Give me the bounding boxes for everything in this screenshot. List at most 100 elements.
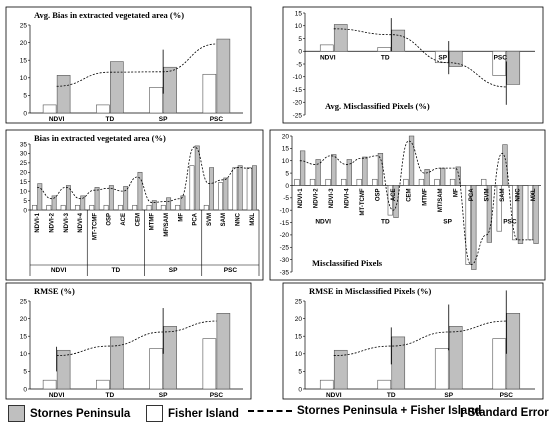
y-tick-label: 25 bbox=[20, 22, 28, 29]
category-label: MT-TCMF bbox=[360, 188, 366, 215]
category-label: NDVI bbox=[320, 54, 336, 61]
y-tick-label: 25 bbox=[20, 298, 28, 305]
chart-title: Bias in extracted vegetated area (%) bbox=[34, 133, 166, 143]
bar-stornes bbox=[51, 195, 57, 211]
chart-title: Misclassified Pixels bbox=[312, 258, 383, 268]
group-label: PSC bbox=[503, 218, 517, 225]
legend-label-error: Standard Error bbox=[467, 406, 549, 419]
y-tick-label: 5 bbox=[298, 36, 302, 43]
category-label: CEM bbox=[135, 213, 141, 226]
legend-item-fisher: Fisher Island bbox=[146, 405, 239, 422]
bar-stornes bbox=[180, 195, 186, 211]
bar-fisher bbox=[42, 104, 57, 114]
y-tick-label: 10 bbox=[282, 158, 290, 165]
chart-rmse-misclassified: RMSE in Misclassified Pixels (%) 0 5 10 15 20… bbox=[282, 282, 544, 400]
chart-title: RMSE in Misclassified Pixels (%) bbox=[309, 286, 431, 296]
category-label: TD bbox=[387, 392, 396, 399]
bar-stornes bbox=[315, 159, 321, 186]
chart-avg-bias: Avg. Bias in extracted vegetated area (%… bbox=[5, 6, 252, 124]
bar-stornes bbox=[216, 38, 231, 114]
bar-fisher bbox=[434, 348, 449, 390]
bar-fisher bbox=[434, 50, 449, 64]
bar-fisher bbox=[60, 204, 66, 211]
bar-fisher bbox=[449, 178, 456, 186]
bar-stornes bbox=[448, 50, 463, 67]
bar-stornes bbox=[448, 326, 463, 390]
bar-fisher bbox=[492, 50, 507, 76]
chart-frame bbox=[5, 6, 252, 124]
y-tick-label: 10 bbox=[295, 351, 303, 358]
bar-stornes bbox=[223, 177, 229, 211]
bar-fisher bbox=[512, 185, 518, 241]
bar-stornes bbox=[299, 150, 306, 186]
bar-fisher bbox=[319, 44, 334, 52]
trend-line bbox=[37, 146, 252, 203]
bar-stornes bbox=[455, 166, 461, 186]
bar-fisher bbox=[465, 185, 471, 265]
bar-stornes bbox=[471, 185, 477, 270]
category-label: PCA bbox=[193, 212, 199, 225]
y-tick-label: 5 bbox=[298, 369, 302, 376]
bar-stornes bbox=[391, 336, 406, 390]
bar-stornes bbox=[393, 185, 399, 218]
y-tick-label: 25 bbox=[20, 160, 28, 167]
y-tick-label: -30 bbox=[280, 257, 290, 264]
y-tick-label: 15 bbox=[20, 58, 28, 65]
chart-frame bbox=[269, 129, 546, 281]
bar-fisher bbox=[387, 185, 393, 216]
y-tick-label: -15 bbox=[280, 220, 290, 227]
category-label: MT-TCMF bbox=[92, 213, 98, 240]
chart-misclassified-detailed: Misclassified Pixels -35 -30 -25 -20 -15 -10 -5… bbox=[269, 129, 546, 281]
category-label: NNC bbox=[236, 212, 242, 226]
bar-fisher bbox=[75, 204, 80, 211]
category-label: NDVI-3 bbox=[64, 212, 70, 232]
bar-stornes bbox=[110, 336, 124, 390]
bar-fisher bbox=[232, 167, 238, 211]
bar-stornes bbox=[80, 195, 86, 211]
y-tick-label: -10 bbox=[280, 207, 290, 214]
bar-stornes bbox=[533, 185, 539, 244]
bar-fisher bbox=[149, 348, 163, 390]
category-label: SP bbox=[438, 54, 447, 61]
group-label: TD bbox=[112, 267, 121, 274]
bar-stornes bbox=[506, 313, 521, 390]
bar-stornes bbox=[216, 313, 231, 390]
bar-stornes bbox=[163, 66, 177, 114]
y-tick-label: 15 bbox=[282, 146, 290, 153]
category-label: SP bbox=[159, 392, 168, 399]
bar-stornes bbox=[506, 50, 521, 85]
category-label: MXL bbox=[250, 213, 256, 226]
category-label: OSP bbox=[376, 188, 382, 201]
y-tick-label: 15 bbox=[20, 179, 28, 186]
bar-stornes bbox=[37, 183, 43, 211]
bar-fisher bbox=[325, 178, 331, 186]
y-tick-label: -15 bbox=[293, 87, 303, 94]
bar-fisher bbox=[340, 178, 347, 186]
category-label: NDVI-4 bbox=[78, 212, 84, 232]
chart-frame bbox=[5, 282, 252, 400]
bar-stornes bbox=[333, 349, 348, 390]
y-tick-label: 5 bbox=[23, 369, 27, 376]
bar-fisher bbox=[218, 182, 224, 211]
bar-fisher bbox=[481, 178, 487, 186]
category-label: OSP bbox=[107, 213, 113, 226]
bar-stornes bbox=[424, 169, 430, 186]
legend-label-stornes: Stornes Peninsula bbox=[30, 407, 131, 420]
category-label: SAM bbox=[221, 213, 227, 226]
bar-stornes bbox=[237, 165, 243, 211]
category-label: NDVI-2 bbox=[49, 212, 55, 232]
y-tick-label: 15 bbox=[295, 10, 303, 17]
category-label: MT/SAM bbox=[438, 188, 444, 212]
category-label: PCA bbox=[469, 188, 475, 201]
category-label: NDVI bbox=[49, 392, 65, 399]
category-label: NDVI bbox=[49, 116, 65, 123]
bar-fisher bbox=[146, 204, 152, 211]
y-tick-label: -25 bbox=[280, 245, 290, 252]
y-tick-label: 20 bbox=[282, 133, 290, 140]
y-tick-label: 20 bbox=[20, 40, 28, 47]
category-label: SP bbox=[444, 392, 453, 399]
bar-fisher bbox=[372, 178, 378, 186]
y-tick-label: 15 bbox=[20, 334, 28, 341]
category-label: ACE bbox=[391, 188, 397, 201]
category-label: TD bbox=[106, 392, 115, 399]
